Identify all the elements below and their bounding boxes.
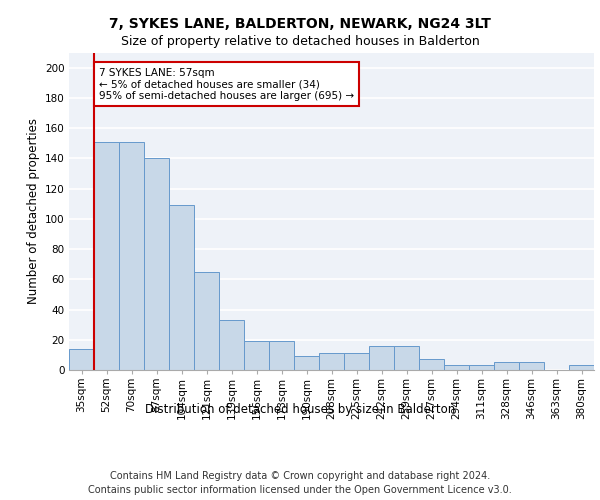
Bar [394, 346, 419, 370]
Text: Distribution of detached houses by size in Balderton: Distribution of detached houses by size … [145, 402, 455, 415]
Bar [269, 342, 294, 370]
Bar [369, 346, 394, 370]
Bar [219, 320, 244, 370]
Bar [94, 142, 119, 370]
Y-axis label: Number of detached properties: Number of detached properties [26, 118, 40, 304]
Bar [419, 360, 444, 370]
Bar [169, 205, 194, 370]
Bar [469, 366, 494, 370]
Bar [119, 142, 144, 370]
Bar [444, 366, 469, 370]
Text: Contains HM Land Registry data © Crown copyright and database right 2024.
Contai: Contains HM Land Registry data © Crown c… [88, 471, 512, 495]
Bar [519, 362, 544, 370]
Bar [69, 349, 94, 370]
Bar [569, 366, 594, 370]
Bar [144, 158, 169, 370]
Bar [294, 356, 319, 370]
Bar [494, 362, 519, 370]
Text: 7, SYKES LANE, BALDERTON, NEWARK, NG24 3LT: 7, SYKES LANE, BALDERTON, NEWARK, NG24 3… [109, 18, 491, 32]
Text: Size of property relative to detached houses in Balderton: Size of property relative to detached ho… [121, 35, 479, 48]
Bar [244, 342, 269, 370]
Bar [344, 354, 369, 370]
Text: 7 SYKES LANE: 57sqm
← 5% of detached houses are smaller (34)
95% of semi-detache: 7 SYKES LANE: 57sqm ← 5% of detached hou… [99, 68, 354, 101]
Bar [319, 354, 344, 370]
Bar [194, 272, 219, 370]
